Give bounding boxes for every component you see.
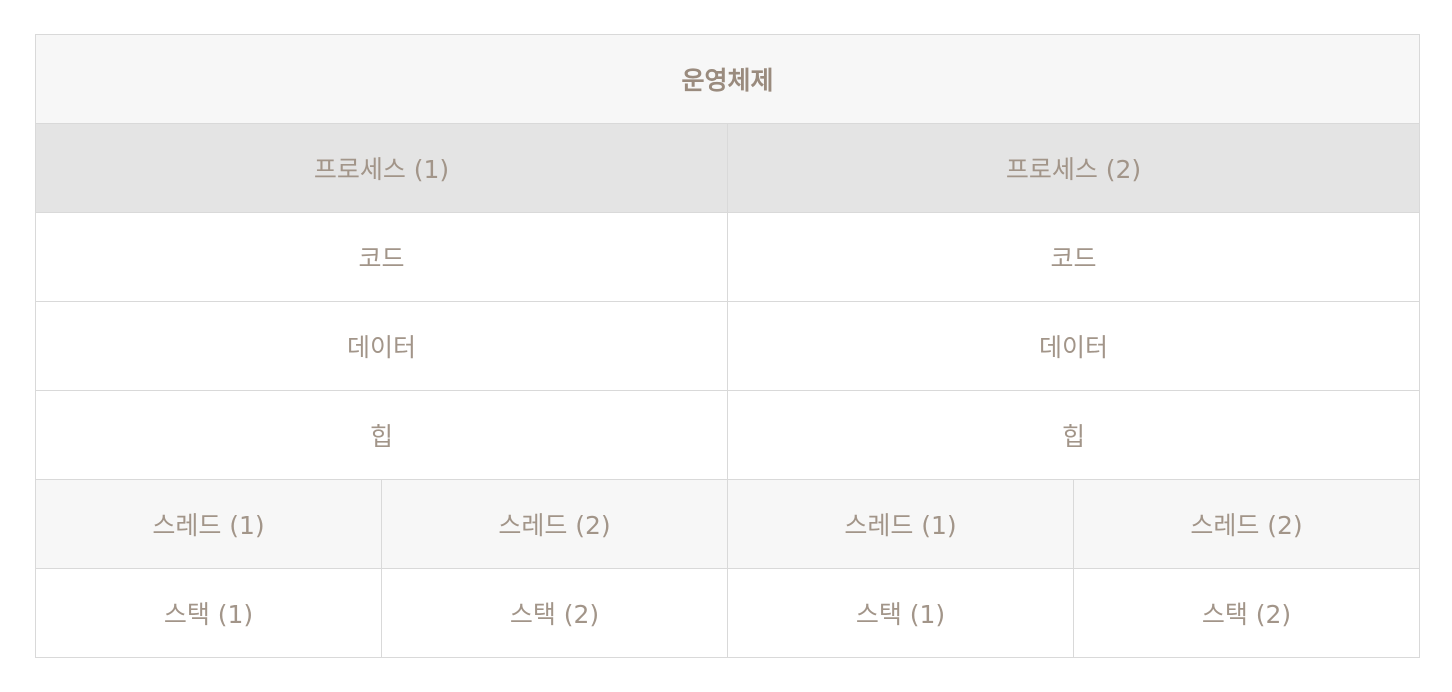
process-2-thread-1-cell: 스레드 (1) <box>727 479 1074 569</box>
process-1-thread-2-cell: 스레드 (2) <box>381 479 728 569</box>
process-1-heap-cell: 힙 <box>35 390 728 480</box>
process-row: 프로세스 (1) 프로세스 (2) <box>35 123 1420 213</box>
process-2-heap-cell: 힙 <box>727 390 1420 480</box>
os-process-thread-diagram: 운영체제 프로세스 (1) 프로세스 (2) 코드 코드 데이터 데이터 힙 힙… <box>35 34 1420 658</box>
stack-row: 스택 (1) 스택 (2) 스택 (1) 스택 (2) <box>35 568 1420 658</box>
process-2-data-cell: 데이터 <box>727 301 1420 391</box>
process-1-stack-1-cell: 스택 (1) <box>35 568 382 658</box>
process-2-stack-2-cell: 스택 (2) <box>1073 568 1420 658</box>
process-1-stack-2-cell: 스택 (2) <box>381 568 728 658</box>
process-2-thread-2-cell: 스레드 (2) <box>1073 479 1420 569</box>
code-row: 코드 코드 <box>35 212 1420 302</box>
process-2-cell: 프로세스 (2) <box>727 123 1420 213</box>
process-2-stack-1-cell: 스택 (1) <box>727 568 1074 658</box>
heap-row: 힙 힙 <box>35 390 1420 480</box>
os-row: 운영체제 <box>35 34 1420 124</box>
data-row: 데이터 데이터 <box>35 301 1420 391</box>
memory-structure-table: 운영체제 프로세스 (1) 프로세스 (2) 코드 코드 데이터 데이터 힙 힙… <box>35 34 1420 658</box>
thread-row: 스레드 (1) 스레드 (2) 스레드 (1) 스레드 (2) <box>35 479 1420 569</box>
process-1-thread-1-cell: 스레드 (1) <box>35 479 382 569</box>
process-1-data-cell: 데이터 <box>35 301 728 391</box>
process-1-cell: 프로세스 (1) <box>35 123 728 213</box>
process-2-code-cell: 코드 <box>727 212 1420 302</box>
process-1-code-cell: 코드 <box>35 212 728 302</box>
os-cell: 운영체제 <box>35 34 1420 124</box>
